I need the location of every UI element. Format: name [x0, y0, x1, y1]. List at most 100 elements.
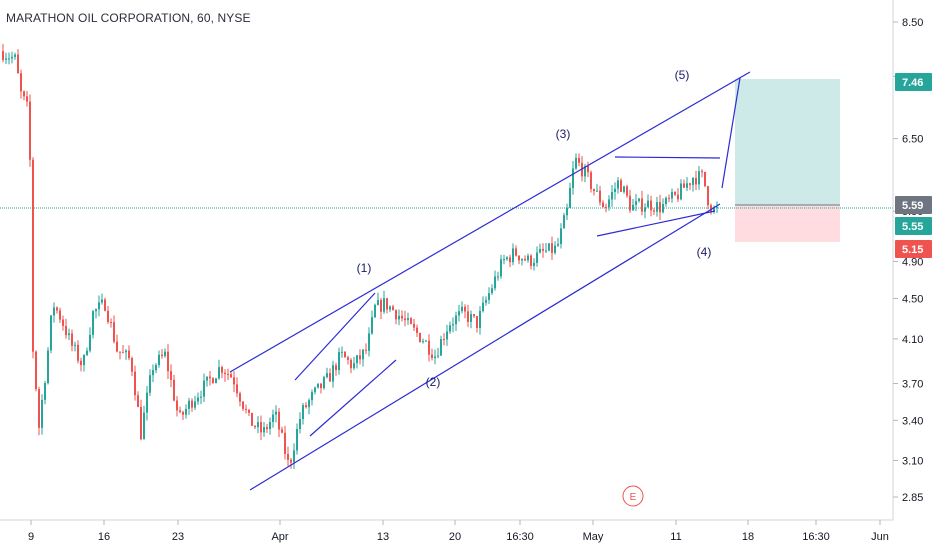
- candle: [353, 356, 355, 371]
- candle: [98, 295, 100, 317]
- candle: [233, 371, 235, 393]
- x-tick-label: 9: [28, 531, 34, 543]
- candle: [323, 375, 325, 390]
- candle: [134, 365, 136, 401]
- candle: [218, 359, 220, 380]
- candle: [41, 394, 43, 435]
- candle: [632, 199, 634, 211]
- candle: [509, 254, 511, 268]
- candle: [551, 236, 553, 260]
- x-tick-label: 16: [98, 531, 110, 543]
- candle: [461, 301, 463, 314]
- candle: [266, 423, 268, 433]
- candle: [293, 443, 295, 469]
- candle: [296, 423, 298, 455]
- candle: [431, 348, 433, 361]
- event-marker[interactable]: E: [622, 485, 644, 507]
- candle: [545, 243, 547, 254]
- candle: [56, 306, 58, 314]
- candle: [359, 349, 361, 365]
- candle: [614, 182, 616, 200]
- candle: [50, 314, 52, 354]
- candle: [227, 368, 229, 381]
- x-tick-label: 13: [377, 531, 389, 543]
- channel-upper-line: [229, 71, 751, 373]
- candle: [476, 315, 478, 333]
- candle: [470, 310, 472, 329]
- candle: [170, 364, 172, 388]
- candle: [197, 392, 199, 405]
- candle: [683, 179, 685, 188]
- candle: [329, 368, 331, 382]
- candle: [206, 376, 208, 387]
- candle: [536, 246, 538, 267]
- candle: [671, 188, 673, 203]
- candle: [38, 386, 40, 436]
- price-tag-label: 5.55: [902, 221, 923, 233]
- wave-label: (3): [556, 127, 571, 141]
- x-axis: 9 16 23 Apr 13 20 16:30 May 11 18 16:30 Jun: [28, 520, 889, 543]
- candle: [692, 177, 694, 192]
- candle: [275, 405, 277, 423]
- candle: [602, 200, 604, 208]
- candle: [74, 341, 76, 352]
- candle: [194, 395, 196, 410]
- candle: [680, 179, 682, 201]
- y-tick-label: 3.10: [902, 455, 923, 467]
- candle: [548, 243, 550, 252]
- candle: [140, 399, 142, 441]
- candle: [596, 184, 598, 192]
- candle: [23, 90, 25, 101]
- candle: [404, 310, 406, 327]
- candle: [569, 182, 571, 209]
- candle: [350, 358, 352, 374]
- candle: [2, 43, 4, 63]
- candle: [659, 194, 661, 221]
- triangle-lower-line: [596, 210, 716, 237]
- candle: [527, 253, 529, 263]
- candle: [44, 380, 46, 405]
- candle: [59, 307, 61, 323]
- candle: [395, 309, 397, 325]
- x-tick-label: May: [583, 531, 604, 543]
- price-tag-label: 5.59: [902, 200, 923, 212]
- candle: [503, 254, 505, 265]
- candle: [188, 397, 190, 415]
- candle: [173, 374, 175, 402]
- candle: [593, 188, 595, 196]
- candle: [674, 191, 676, 197]
- candle: [14, 52, 16, 60]
- candle: [566, 203, 568, 221]
- candle: [257, 416, 259, 434]
- candle: [398, 309, 400, 326]
- candle: [314, 386, 316, 395]
- candle: [164, 348, 166, 358]
- candle: [635, 194, 637, 211]
- candle: [278, 407, 280, 438]
- candle: [185, 404, 187, 419]
- y-axis: 8.507.506.505.504.904.504.103.703.403.10…: [893, 17, 923, 504]
- candle: [437, 347, 439, 359]
- candle: [521, 258, 523, 266]
- candle: [158, 350, 160, 368]
- candle: [335, 362, 337, 376]
- y-tick-label: 3.70: [902, 379, 923, 391]
- candle: [332, 360, 334, 388]
- candle: [452, 317, 454, 333]
- candle: [29, 94, 31, 167]
- wedge-upper-line: [294, 292, 376, 381]
- candle: [347, 355, 349, 365]
- candle: [179, 406, 181, 414]
- candle: [620, 178, 622, 193]
- candle: [518, 255, 520, 265]
- y-tick-label: 6.50: [902, 134, 923, 146]
- candle: [704, 171, 706, 188]
- x-tick-label: 18: [742, 531, 754, 543]
- candle: [374, 303, 376, 319]
- candle: [53, 302, 55, 323]
- candle: [71, 329, 73, 352]
- candle: [86, 347, 88, 357]
- candle: [539, 243, 541, 254]
- candle: [269, 417, 271, 435]
